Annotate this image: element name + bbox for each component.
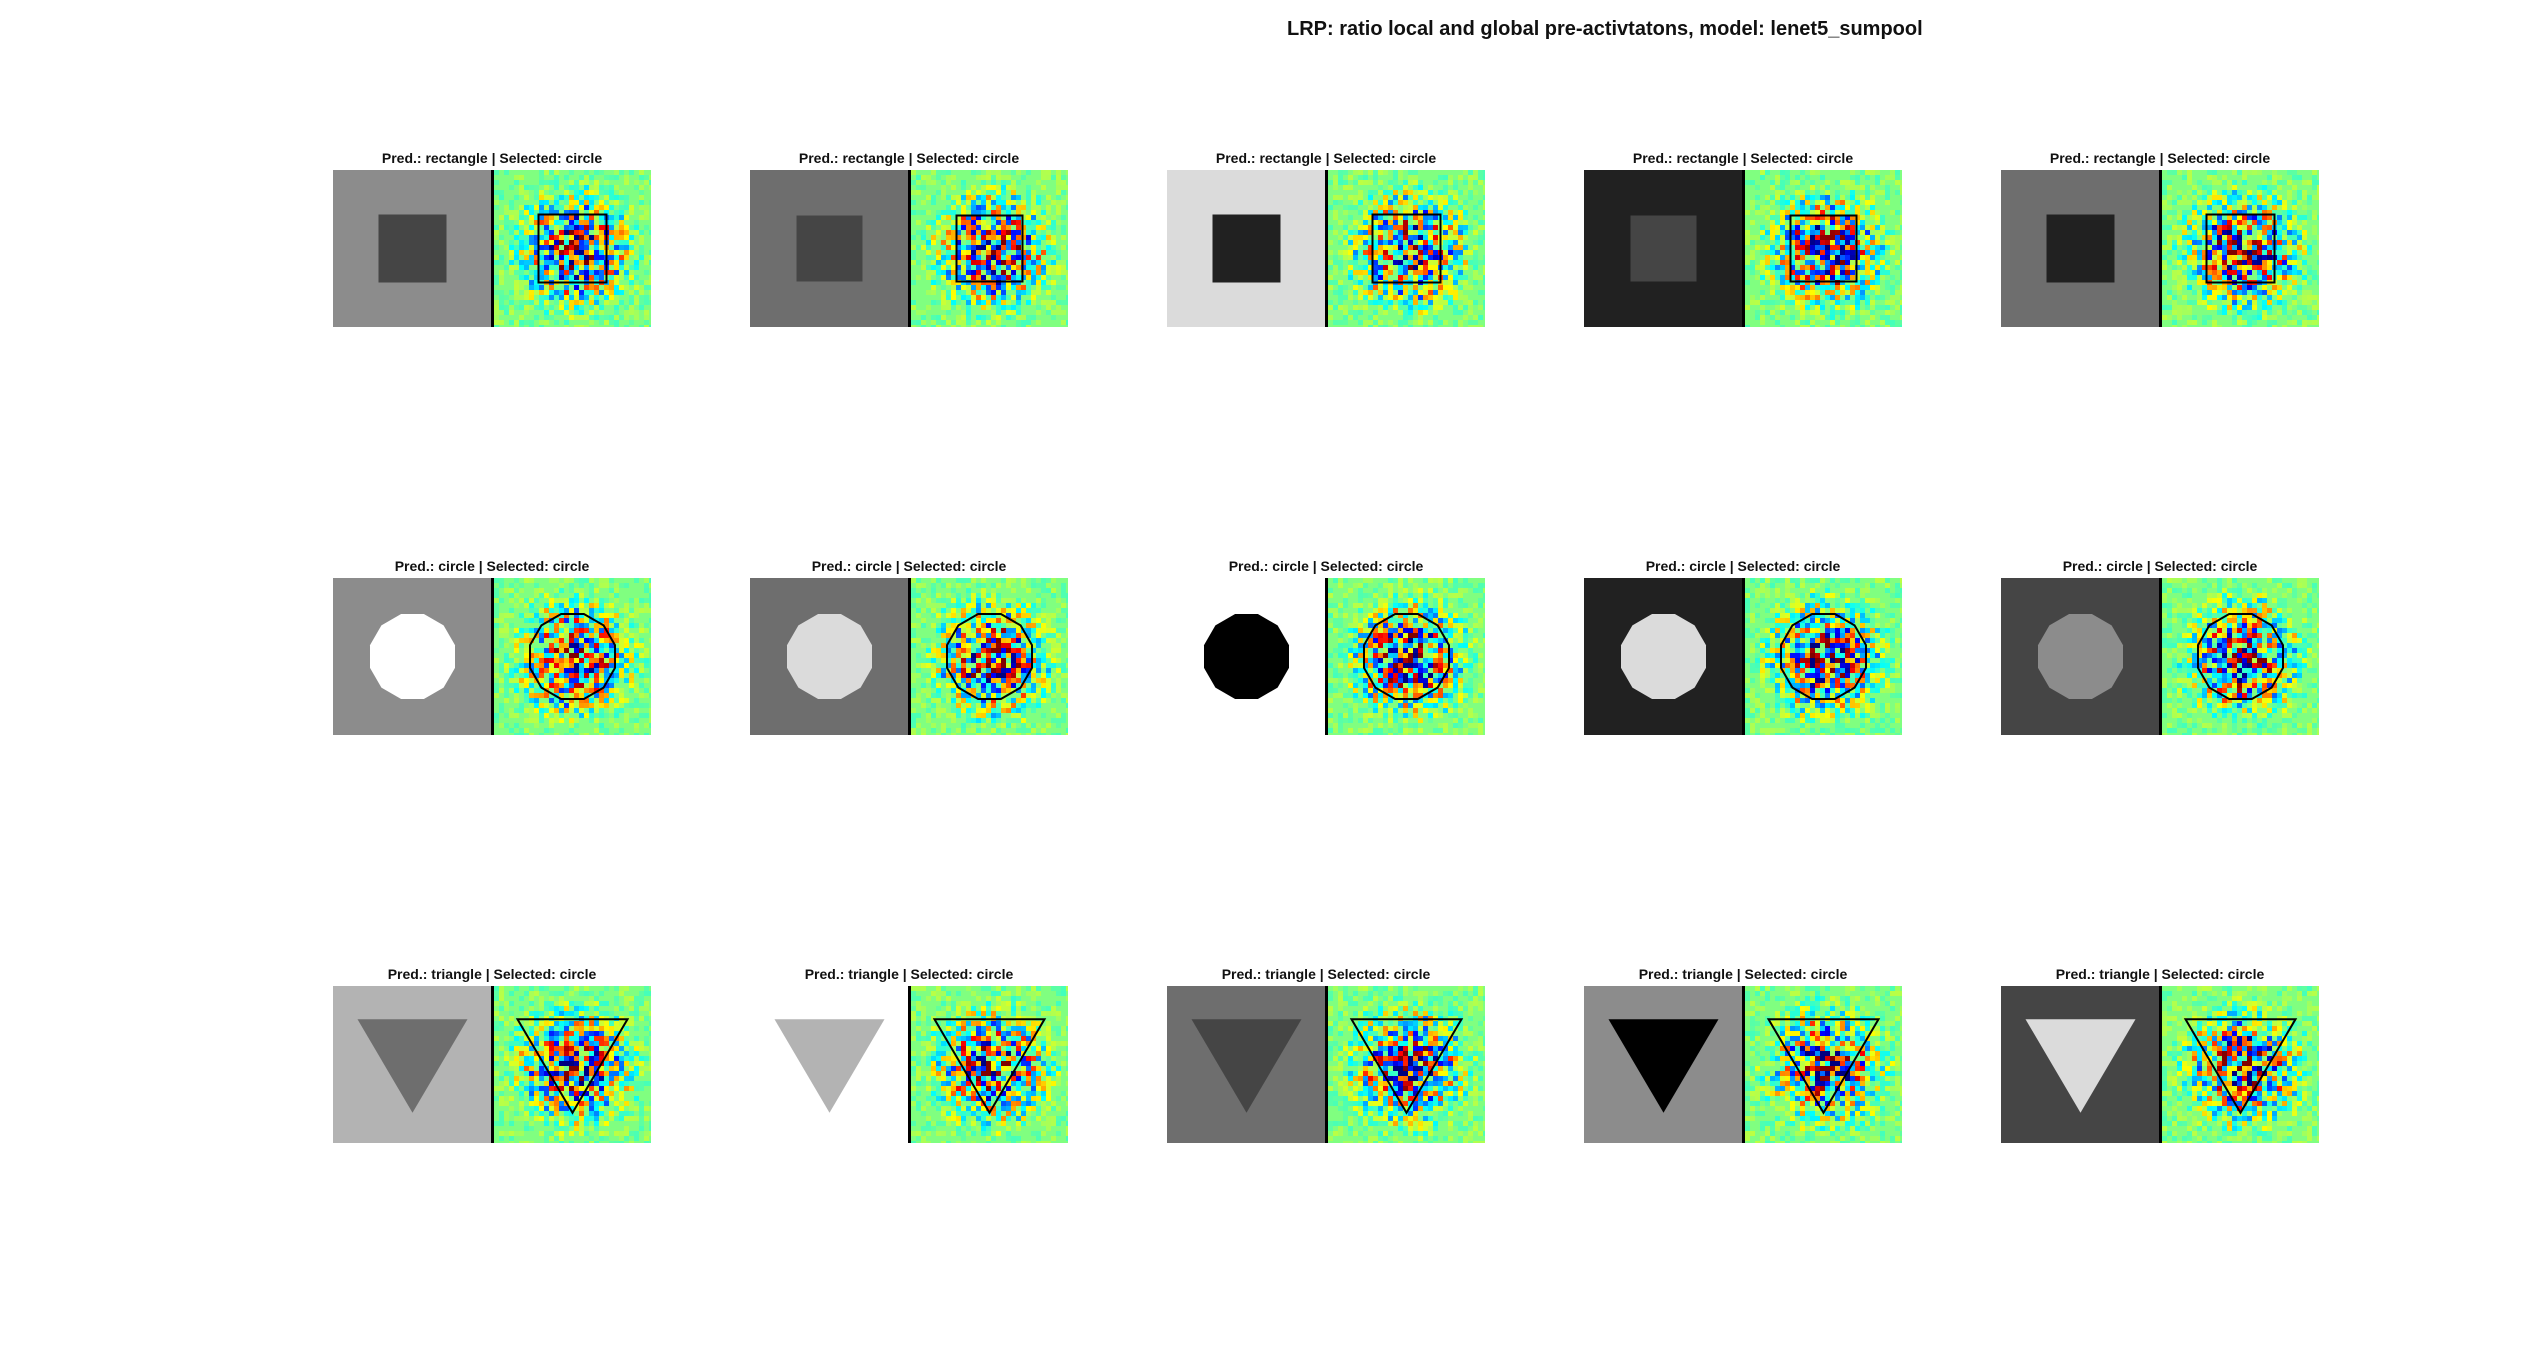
heatmap-contour [2197,613,2284,700]
input-shape [357,1019,468,1113]
panel-image [1167,170,1485,327]
panel-divider [1325,170,1328,327]
panel-title: Pred.: circle | Selected: circle [1645,558,1841,574]
input-shape [378,214,447,283]
input-shape [796,215,863,282]
heatmap-contour [2205,213,2276,284]
panel-title: Pred.: circle | Selected: circle [811,558,1007,574]
panel-title: Pred.: circle | Selected: circle [2062,558,2258,574]
panel-image [333,986,651,1143]
figure-panel: Pred.: triangle | Selected: circle [2001,966,2319,1143]
input-shape [787,614,872,699]
panel-divider [2159,170,2162,327]
heatmap-contour [1789,214,1858,283]
heatmap-contour [1766,1018,1881,1115]
panel-image [1584,170,1902,327]
figure-panel: Pred.: circle | Selected: circle [2001,558,2319,735]
panel-divider [908,170,911,327]
panel-divider [1742,986,1745,1143]
panel-image [1167,986,1485,1143]
panel-title: Pred.: rectangle | Selected: circle [381,150,603,166]
panel-divider [1325,578,1328,735]
panel-image [333,170,651,327]
figure-panel: Pred.: circle | Selected: circle [750,558,1068,735]
figure-panel: Pred.: rectangle | Selected: circle [2001,150,2319,327]
figure-title: LRP: ratio local and global pre-activtat… [1287,18,1923,40]
panel-divider [2159,986,2162,1143]
input-shape [1212,214,1281,283]
input-shape [1621,614,1706,699]
figure-panel: Pred.: circle | Selected: circle [333,558,651,735]
panel-image [750,170,1068,327]
panel-divider [2159,578,2162,735]
panel-divider [1742,578,1745,735]
panel-image [750,578,1068,735]
panel-image [750,986,1068,1143]
input-shape [1608,1019,1719,1113]
panel-title: Pred.: rectangle | Selected: circle [1215,150,1437,166]
panel-divider [908,986,911,1143]
heatmap-contour [1349,1018,1464,1115]
figure-panel: Pred.: circle | Selected: circle [1167,558,1485,735]
figure-panel: Pred.: triangle | Selected: circle [1167,966,1485,1143]
figure-panel: Pred.: rectangle | Selected: circle [750,150,1068,327]
figure-panel: Pred.: triangle | Selected: circle [333,966,651,1143]
heatmap-contour [515,1018,630,1115]
panel-divider [491,986,494,1143]
heatmap-contour [1371,213,1442,284]
input-shape [1191,1019,1302,1113]
panel-image [2001,986,2319,1143]
panel-image [333,578,651,735]
input-shape [1630,215,1697,282]
figure-panel: Pred.: circle | Selected: circle [1584,558,1902,735]
panel-divider [491,578,494,735]
panel-divider [908,578,911,735]
input-shape [2025,1019,2136,1113]
panel-image [2001,578,2319,735]
heatmap-contour [1363,613,1450,700]
input-shape [774,1019,885,1113]
panel-title: Pred.: rectangle | Selected: circle [798,150,1020,166]
panel-title: Pred.: circle | Selected: circle [394,558,590,574]
panel-divider [1325,986,1328,1143]
panel-title: Pred.: circle | Selected: circle [1228,558,1424,574]
heatmap-contour [537,213,608,284]
panel-title: Pred.: triangle | Selected: circle [2055,966,2265,982]
input-shape [1204,614,1289,699]
input-shape [2038,614,2123,699]
panel-title: Pred.: triangle | Selected: circle [1638,966,1848,982]
panel-title: Pred.: triangle | Selected: circle [1221,966,1431,982]
figure-panel: Pred.: triangle | Selected: circle [1584,966,1902,1143]
heatmap-contour [955,214,1024,283]
figure-panel: Pred.: rectangle | Selected: circle [1167,150,1485,327]
panel-image [1584,578,1902,735]
panel-divider [1742,170,1745,327]
heatmap-contour [2183,1018,2298,1115]
panel-image [2001,170,2319,327]
panel-divider [491,170,494,327]
panel-image [1584,986,1902,1143]
input-shape [2046,214,2115,283]
panel-title: Pred.: rectangle | Selected: circle [1632,150,1854,166]
figure-panel: Pred.: rectangle | Selected: circle [333,150,651,327]
panel-title: Pred.: triangle | Selected: circle [387,966,597,982]
input-shape [370,614,455,699]
figure-panel: Pred.: rectangle | Selected: circle [1584,150,1902,327]
heatmap-contour [946,613,1033,700]
figure-panel: Pred.: triangle | Selected: circle [750,966,1068,1143]
panel-title: Pred.: rectangle | Selected: circle [2049,150,2271,166]
panel-title: Pred.: triangle | Selected: circle [804,966,1014,982]
heatmap-contour [1780,613,1867,700]
heatmap-contour [529,613,616,700]
panel-image [1167,578,1485,735]
heatmap-contour [932,1018,1047,1115]
